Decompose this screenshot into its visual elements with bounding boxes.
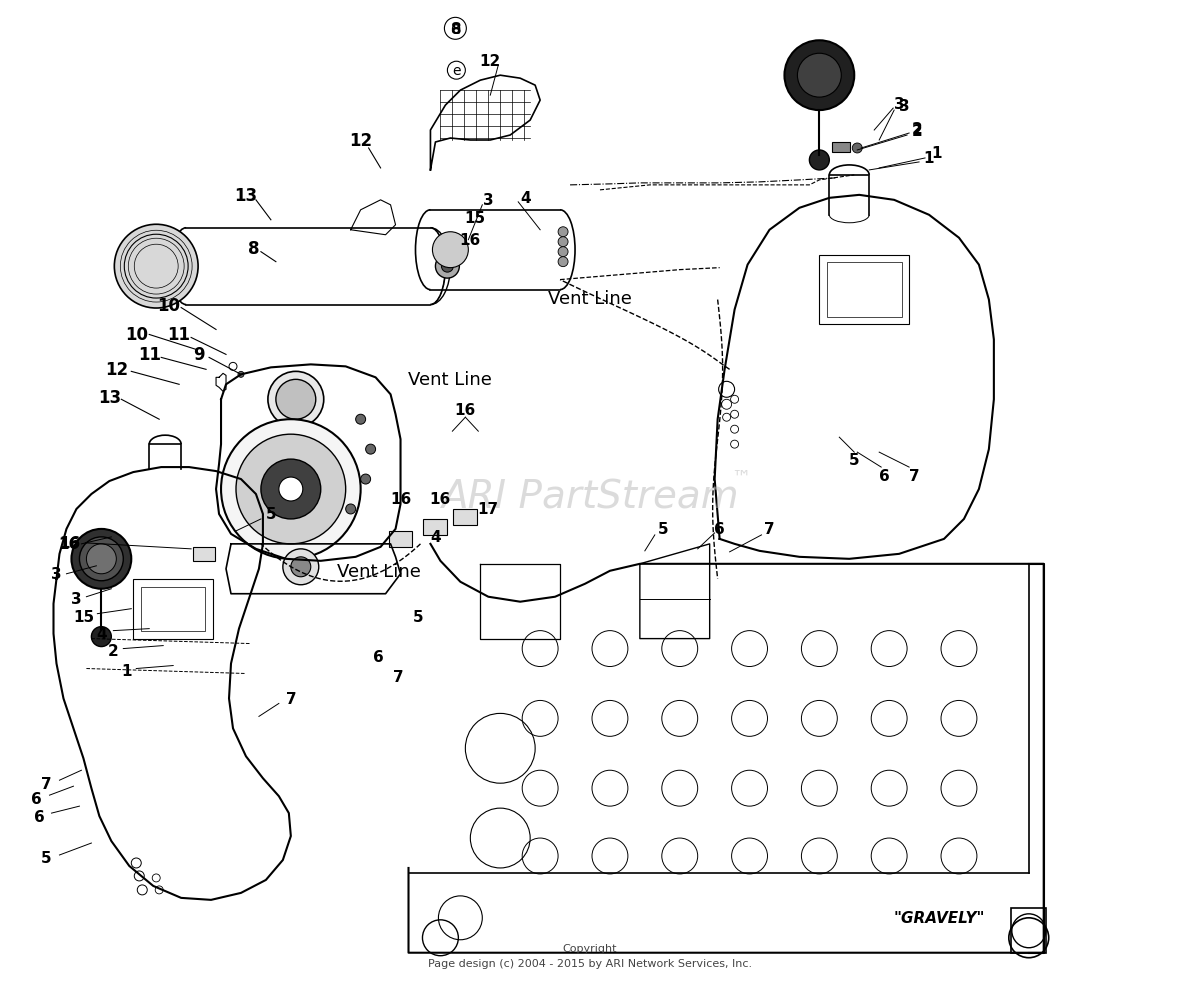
Bar xyxy=(133,580,214,639)
Circle shape xyxy=(238,372,244,378)
Text: 12: 12 xyxy=(105,361,127,379)
Text: ™: ™ xyxy=(732,468,750,487)
Circle shape xyxy=(809,151,830,171)
Circle shape xyxy=(261,459,321,520)
Bar xyxy=(819,255,909,325)
Bar xyxy=(453,510,478,526)
Text: 16: 16 xyxy=(59,536,80,551)
Text: 6: 6 xyxy=(373,649,384,664)
Circle shape xyxy=(276,380,316,419)
Text: 4: 4 xyxy=(96,626,106,641)
Text: ARI PartStream: ARI PartStream xyxy=(441,478,739,516)
Text: Vent Line: Vent Line xyxy=(336,563,420,580)
Text: 3: 3 xyxy=(483,193,493,208)
Bar xyxy=(1011,908,1045,953)
Text: 4: 4 xyxy=(431,530,441,545)
Text: 8: 8 xyxy=(450,22,460,37)
Circle shape xyxy=(366,444,375,454)
Circle shape xyxy=(79,538,123,581)
Text: 6: 6 xyxy=(34,809,45,824)
Circle shape xyxy=(435,254,459,279)
Circle shape xyxy=(72,530,131,589)
Circle shape xyxy=(432,233,468,268)
Circle shape xyxy=(283,550,319,585)
Text: 17: 17 xyxy=(478,502,499,517)
Bar xyxy=(142,587,205,631)
Circle shape xyxy=(86,545,117,575)
Text: 16: 16 xyxy=(430,492,451,507)
Text: 1: 1 xyxy=(122,663,131,678)
Text: 4: 4 xyxy=(520,191,531,206)
Text: 9: 9 xyxy=(194,346,205,364)
Text: 7: 7 xyxy=(909,468,919,483)
Text: 2: 2 xyxy=(107,643,119,658)
Bar xyxy=(424,520,447,536)
Text: 5: 5 xyxy=(657,522,668,537)
Circle shape xyxy=(558,248,568,257)
Text: 11: 11 xyxy=(168,326,191,344)
Circle shape xyxy=(114,225,198,309)
Circle shape xyxy=(798,55,841,98)
Text: 1: 1 xyxy=(932,146,943,161)
Text: 11: 11 xyxy=(138,346,160,364)
Text: 7: 7 xyxy=(765,522,775,537)
Text: 5: 5 xyxy=(848,452,859,467)
Text: 16: 16 xyxy=(460,233,481,248)
Text: "GRAVELY": "GRAVELY" xyxy=(893,911,985,925)
Text: 10: 10 xyxy=(158,296,181,314)
Text: e: e xyxy=(451,20,460,39)
Text: 16: 16 xyxy=(454,403,476,417)
Circle shape xyxy=(236,434,346,545)
Circle shape xyxy=(558,228,568,238)
Text: 6: 6 xyxy=(714,522,725,537)
Text: Vent Line: Vent Line xyxy=(548,289,632,307)
Circle shape xyxy=(355,414,366,424)
Text: 6: 6 xyxy=(879,468,890,483)
Text: 7: 7 xyxy=(393,669,404,684)
Text: Copyright: Copyright xyxy=(563,943,617,953)
Text: 2: 2 xyxy=(912,123,923,138)
Circle shape xyxy=(91,627,111,647)
Text: 7: 7 xyxy=(41,776,52,791)
Text: Page design (c) 2004 - 2015 by ARI Network Services, Inc.: Page design (c) 2004 - 2015 by ARI Netwo… xyxy=(428,958,752,968)
Text: 15: 15 xyxy=(465,211,486,226)
Text: 16: 16 xyxy=(58,537,79,552)
Text: 8: 8 xyxy=(248,240,260,257)
Text: e: e xyxy=(452,65,460,79)
Circle shape xyxy=(346,505,355,515)
Circle shape xyxy=(221,419,361,560)
Text: 15: 15 xyxy=(73,609,94,624)
Text: 5: 5 xyxy=(413,609,424,624)
Circle shape xyxy=(558,238,568,248)
Text: 6: 6 xyxy=(31,791,42,806)
Text: 13: 13 xyxy=(98,389,120,407)
Text: 10: 10 xyxy=(125,326,148,344)
Circle shape xyxy=(361,474,371,484)
Circle shape xyxy=(268,372,323,427)
Text: 3: 3 xyxy=(899,98,910,113)
Text: 3: 3 xyxy=(51,567,61,581)
Bar xyxy=(388,532,413,548)
Bar xyxy=(827,262,903,317)
Text: 3: 3 xyxy=(893,96,904,111)
Circle shape xyxy=(441,260,453,273)
Bar xyxy=(194,548,215,562)
Text: 16: 16 xyxy=(389,492,411,507)
Circle shape xyxy=(290,558,310,578)
Text: 13: 13 xyxy=(235,187,257,205)
Text: 12: 12 xyxy=(479,54,500,69)
Circle shape xyxy=(852,144,863,154)
Circle shape xyxy=(785,41,854,111)
Text: 2: 2 xyxy=(912,121,923,136)
Text: 5: 5 xyxy=(266,507,276,522)
Text: 12: 12 xyxy=(349,132,372,150)
Circle shape xyxy=(558,257,568,267)
Bar xyxy=(832,143,851,153)
Circle shape xyxy=(278,477,303,502)
Text: 5: 5 xyxy=(41,851,52,866)
Text: 1: 1 xyxy=(924,151,935,166)
Text: 7: 7 xyxy=(286,691,296,706)
Text: 3: 3 xyxy=(71,591,81,606)
Text: Vent Line: Vent Line xyxy=(408,371,492,389)
